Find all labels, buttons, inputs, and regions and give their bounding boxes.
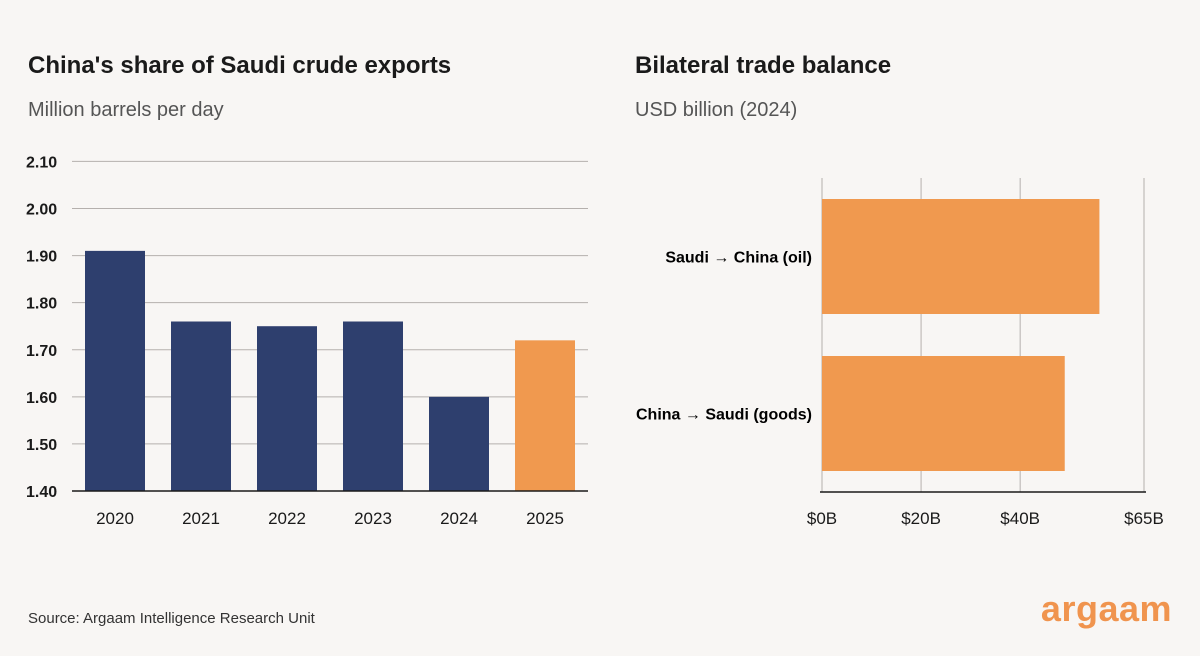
x-tick-label: $0B (807, 509, 837, 528)
right-chart-title: Bilateral trade balance (635, 52, 892, 79)
bar-2021 (171, 321, 231, 491)
x-tick-label: $20B (901, 509, 941, 528)
y-category-label: Saudi → China (oil) (665, 250, 812, 267)
bar-2023 (343, 321, 403, 491)
x-tick-label: 2023 (354, 509, 392, 528)
left-chart-title: China's share of Saudi crude exports (28, 52, 452, 79)
x-tick-label: $40B (1000, 509, 1040, 528)
y-tick-label: 1.80 (26, 296, 57, 313)
bar-2022 (257, 326, 317, 491)
y-category-label: China → Saudi (goods) (636, 407, 812, 424)
x-tick-label: 2021 (182, 509, 220, 528)
y-tick-label: 1.50 (26, 437, 57, 454)
hbar-0 (822, 199, 1100, 314)
bar-2025 (515, 340, 575, 491)
trade-balance-bar-chart: $0B $20B $40B $65B Saudi → China (oil) China … (636, 178, 1164, 528)
left-chart-subtitle: Million barrels per day (28, 99, 224, 121)
x-tick-label: $65B (1124, 509, 1164, 528)
argaam-logo: argaam (1040, 588, 1172, 629)
right-chart-subtitle: USD billion (2024) (635, 99, 798, 121)
y-tick-label: 1.60 (26, 390, 57, 407)
y-tick-label: 1.90 (26, 249, 57, 266)
y-tick-label: 1.40 (26, 484, 57, 501)
x-tick-label: 2024 (440, 509, 478, 528)
source-note: Source: Argaam Intelligence Research Uni… (28, 610, 315, 627)
y-tick-label: 2.10 (26, 154, 57, 171)
bar-2024 (429, 396, 489, 491)
y-tick-label: 2.00 (26, 202, 57, 219)
bar-2020 (85, 250, 145, 491)
x-tick-label: 2025 (526, 509, 564, 528)
crude-exports-bar-chart: 2.10 2.00 1.90 1.80 1.70 1.60 1.50 1.40 2020 2021… (26, 154, 588, 528)
x-tick-label: 2022 (268, 509, 306, 528)
x-tick-label: 2020 (96, 509, 134, 528)
hbar-1 (822, 356, 1065, 471)
y-tick-label: 1.70 (26, 343, 57, 360)
